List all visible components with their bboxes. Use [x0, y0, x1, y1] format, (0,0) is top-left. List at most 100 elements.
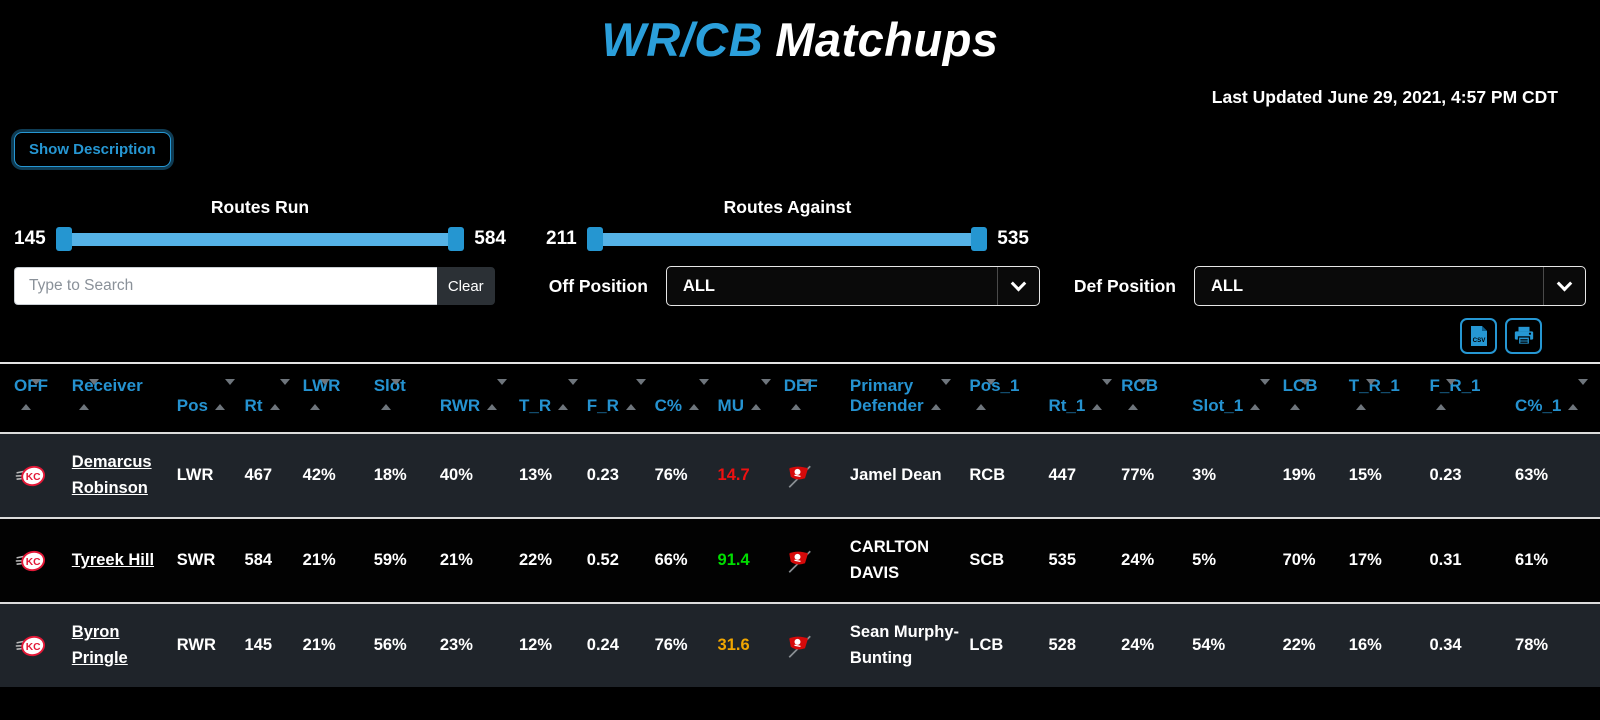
sort-icon[interactable] — [1436, 379, 1457, 410]
svg-text:KC: KC — [26, 472, 41, 483]
sort-icon[interactable] — [21, 379, 41, 410]
kc-chiefs-logo: KC — [15, 465, 46, 486]
sort-icon[interactable] — [1092, 379, 1113, 410]
sort-icon[interactable] — [930, 379, 951, 410]
sort-icon[interactable] — [1355, 379, 1376, 410]
cell-c-pct: 76% — [654, 465, 688, 484]
routes-against-slider-handle-max[interactable] — [971, 227, 988, 251]
col-header-slot-1[interactable]: Slot_1 — [1188, 363, 1279, 433]
col-header-rt-1[interactable]: Rt_1 — [1044, 363, 1118, 433]
cell-slot: 59% — [373, 550, 407, 569]
routes-run-slider-handle-min[interactable] — [55, 227, 72, 251]
cell-c-pct-1: 63% — [1515, 465, 1549, 484]
col-header-slot[interactable]: Slot — [369, 363, 436, 433]
def-position-select[interactable]: ALL — [1194, 266, 1586, 306]
cell-rcb: 77% — [1121, 465, 1155, 484]
sort-icon[interactable] — [750, 379, 771, 410]
sort-icon[interactable] — [688, 379, 709, 410]
routes-against-slider-handle-min[interactable] — [586, 227, 603, 251]
receiver-link[interactable]: Tyreek Hill — [71, 550, 155, 569]
sort-icon[interactable] — [78, 379, 99, 410]
sort-icon[interactable] — [625, 379, 646, 410]
sort-icon[interactable] — [380, 379, 401, 410]
sort-icon[interactable] — [269, 379, 290, 410]
cell-f-r-1: 0.34 — [1429, 636, 1462, 655]
cell-def-logo — [780, 603, 846, 687]
tb-buccaneers-logo — [788, 465, 811, 488]
col-header-mu[interactable]: MU — [713, 363, 780, 433]
cell-t-r: 13% — [518, 465, 553, 484]
cell-rcb: 24% — [1121, 550, 1155, 569]
col-header-f-r-1[interactable]: F_R_1 — [1425, 363, 1512, 433]
show-description-button[interactable]: Show Description — [14, 132, 171, 167]
cell-receiver[interactable]: Demarcus Robinson — [68, 433, 173, 518]
receiver-link[interactable]: Demarcus Robinson — [71, 453, 152, 497]
svg-text:KC: KC — [26, 557, 41, 568]
sort-icon[interactable] — [1250, 379, 1271, 410]
col-header-t-r[interactable]: T_R — [514, 363, 583, 433]
routes-run-slider-handle-max[interactable] — [448, 227, 465, 251]
col-header-primary-defender[interactable]: Primary Defender — [845, 363, 966, 433]
last-updated-text: Last Updated June 29, 2021, 4:57 PM CDT — [1211, 87, 1558, 107]
routes-run-slider-group: Routes Run 145 584 — [14, 197, 506, 252]
col-header-receiver[interactable]: Receiver — [67, 363, 173, 433]
col-header-lwr[interactable]: LWR — [298, 363, 370, 433]
off-position-select[interactable]: ALL — [665, 266, 1040, 306]
sort-icon[interactable] — [309, 379, 330, 410]
sort-icon[interactable] — [558, 379, 579, 410]
cell-rwr: 40% — [439, 465, 473, 484]
chevron-down-icon — [996, 267, 1039, 305]
receiver-link[interactable]: Byron Pringle — [71, 623, 128, 667]
routes-run-slider-track[interactable] — [55, 233, 465, 246]
routes-run-slider[interactable] — [55, 226, 465, 252]
table-row: KC Byron Pringle RWR 145 21% 56% 23% 12%… — [0, 603, 1600, 688]
print-button[interactable] — [1505, 318, 1542, 354]
col-header-t-r-1[interactable]: T_R_1 — [1344, 363, 1426, 433]
col-header-lcb[interactable]: LCB — [1278, 363, 1345, 433]
cell-rt-1: 535 — [1048, 550, 1077, 569]
off-position-group: Off Position ALL — [549, 266, 1040, 306]
cell-mu: 91.4 — [717, 550, 750, 569]
svg-text:KC: KC — [26, 642, 41, 653]
col-header-f-r[interactable]: F_R — [582, 363, 651, 433]
col-header-pos-1[interactable]: Pos_1 — [965, 363, 1045, 433]
col-header-rwr[interactable]: RWR — [435, 363, 515, 433]
col-header-rcb[interactable]: RCB — [1117, 363, 1189, 433]
off-position-value: ALL — [682, 276, 715, 295]
routes-against-slider[interactable] — [586, 226, 988, 252]
cell-pos-1: SCB — [969, 550, 1005, 569]
routes-run-min-value: 145 — [14, 228, 46, 249]
sort-icon[interactable] — [487, 379, 508, 410]
cell-receiver[interactable]: Tyreek Hill — [68, 518, 173, 603]
col-header-c-pct[interactable]: C% — [650, 363, 714, 433]
clear-search-button[interactable]: Clear — [436, 267, 495, 305]
col-header-rt[interactable]: Rt — [240, 363, 299, 433]
cell-slot-1: 3% — [1192, 465, 1217, 484]
col-header-def[interactable]: DEF — [779, 363, 846, 433]
cell-lcb: 70% — [1282, 550, 1316, 569]
routes-against-min-value: 211 — [546, 228, 577, 249]
tb-buccaneers-logo — [788, 635, 811, 658]
sort-icon[interactable] — [1568, 379, 1589, 410]
cell-defender: Jamel Dean — [849, 465, 942, 484]
cell-f-r-1: 0.23 — [1429, 465, 1462, 484]
col-header-pos[interactable]: Pos — [172, 363, 241, 433]
col-header-c-pct-1[interactable]: C%_1 — [1511, 363, 1600, 433]
cell-mu: 14.7 — [717, 465, 750, 484]
sort-icon[interactable] — [790, 379, 811, 410]
search-input[interactable] — [14, 267, 437, 305]
col-header-off[interactable]: OFF — [0, 363, 68, 433]
routes-against-slider-track[interactable] — [586, 233, 988, 246]
sort-icon[interactable] — [214, 379, 235, 410]
cell-slot: 18% — [373, 465, 407, 484]
cell-f-r: 0.24 — [586, 636, 619, 655]
export-csv-button[interactable]: CSV — [1460, 318, 1497, 354]
sort-icon[interactable] — [1289, 379, 1310, 410]
routes-run-max-value: 584 — [474, 228, 506, 249]
cell-receiver[interactable]: Byron Pringle — [68, 603, 173, 687]
def-position-value: ALL — [1211, 276, 1244, 295]
sort-icon[interactable] — [1128, 379, 1149, 410]
cell-slot-1: 5% — [1192, 550, 1217, 569]
sort-icon[interactable] — [976, 379, 997, 410]
cell-def-logo — [780, 433, 846, 518]
